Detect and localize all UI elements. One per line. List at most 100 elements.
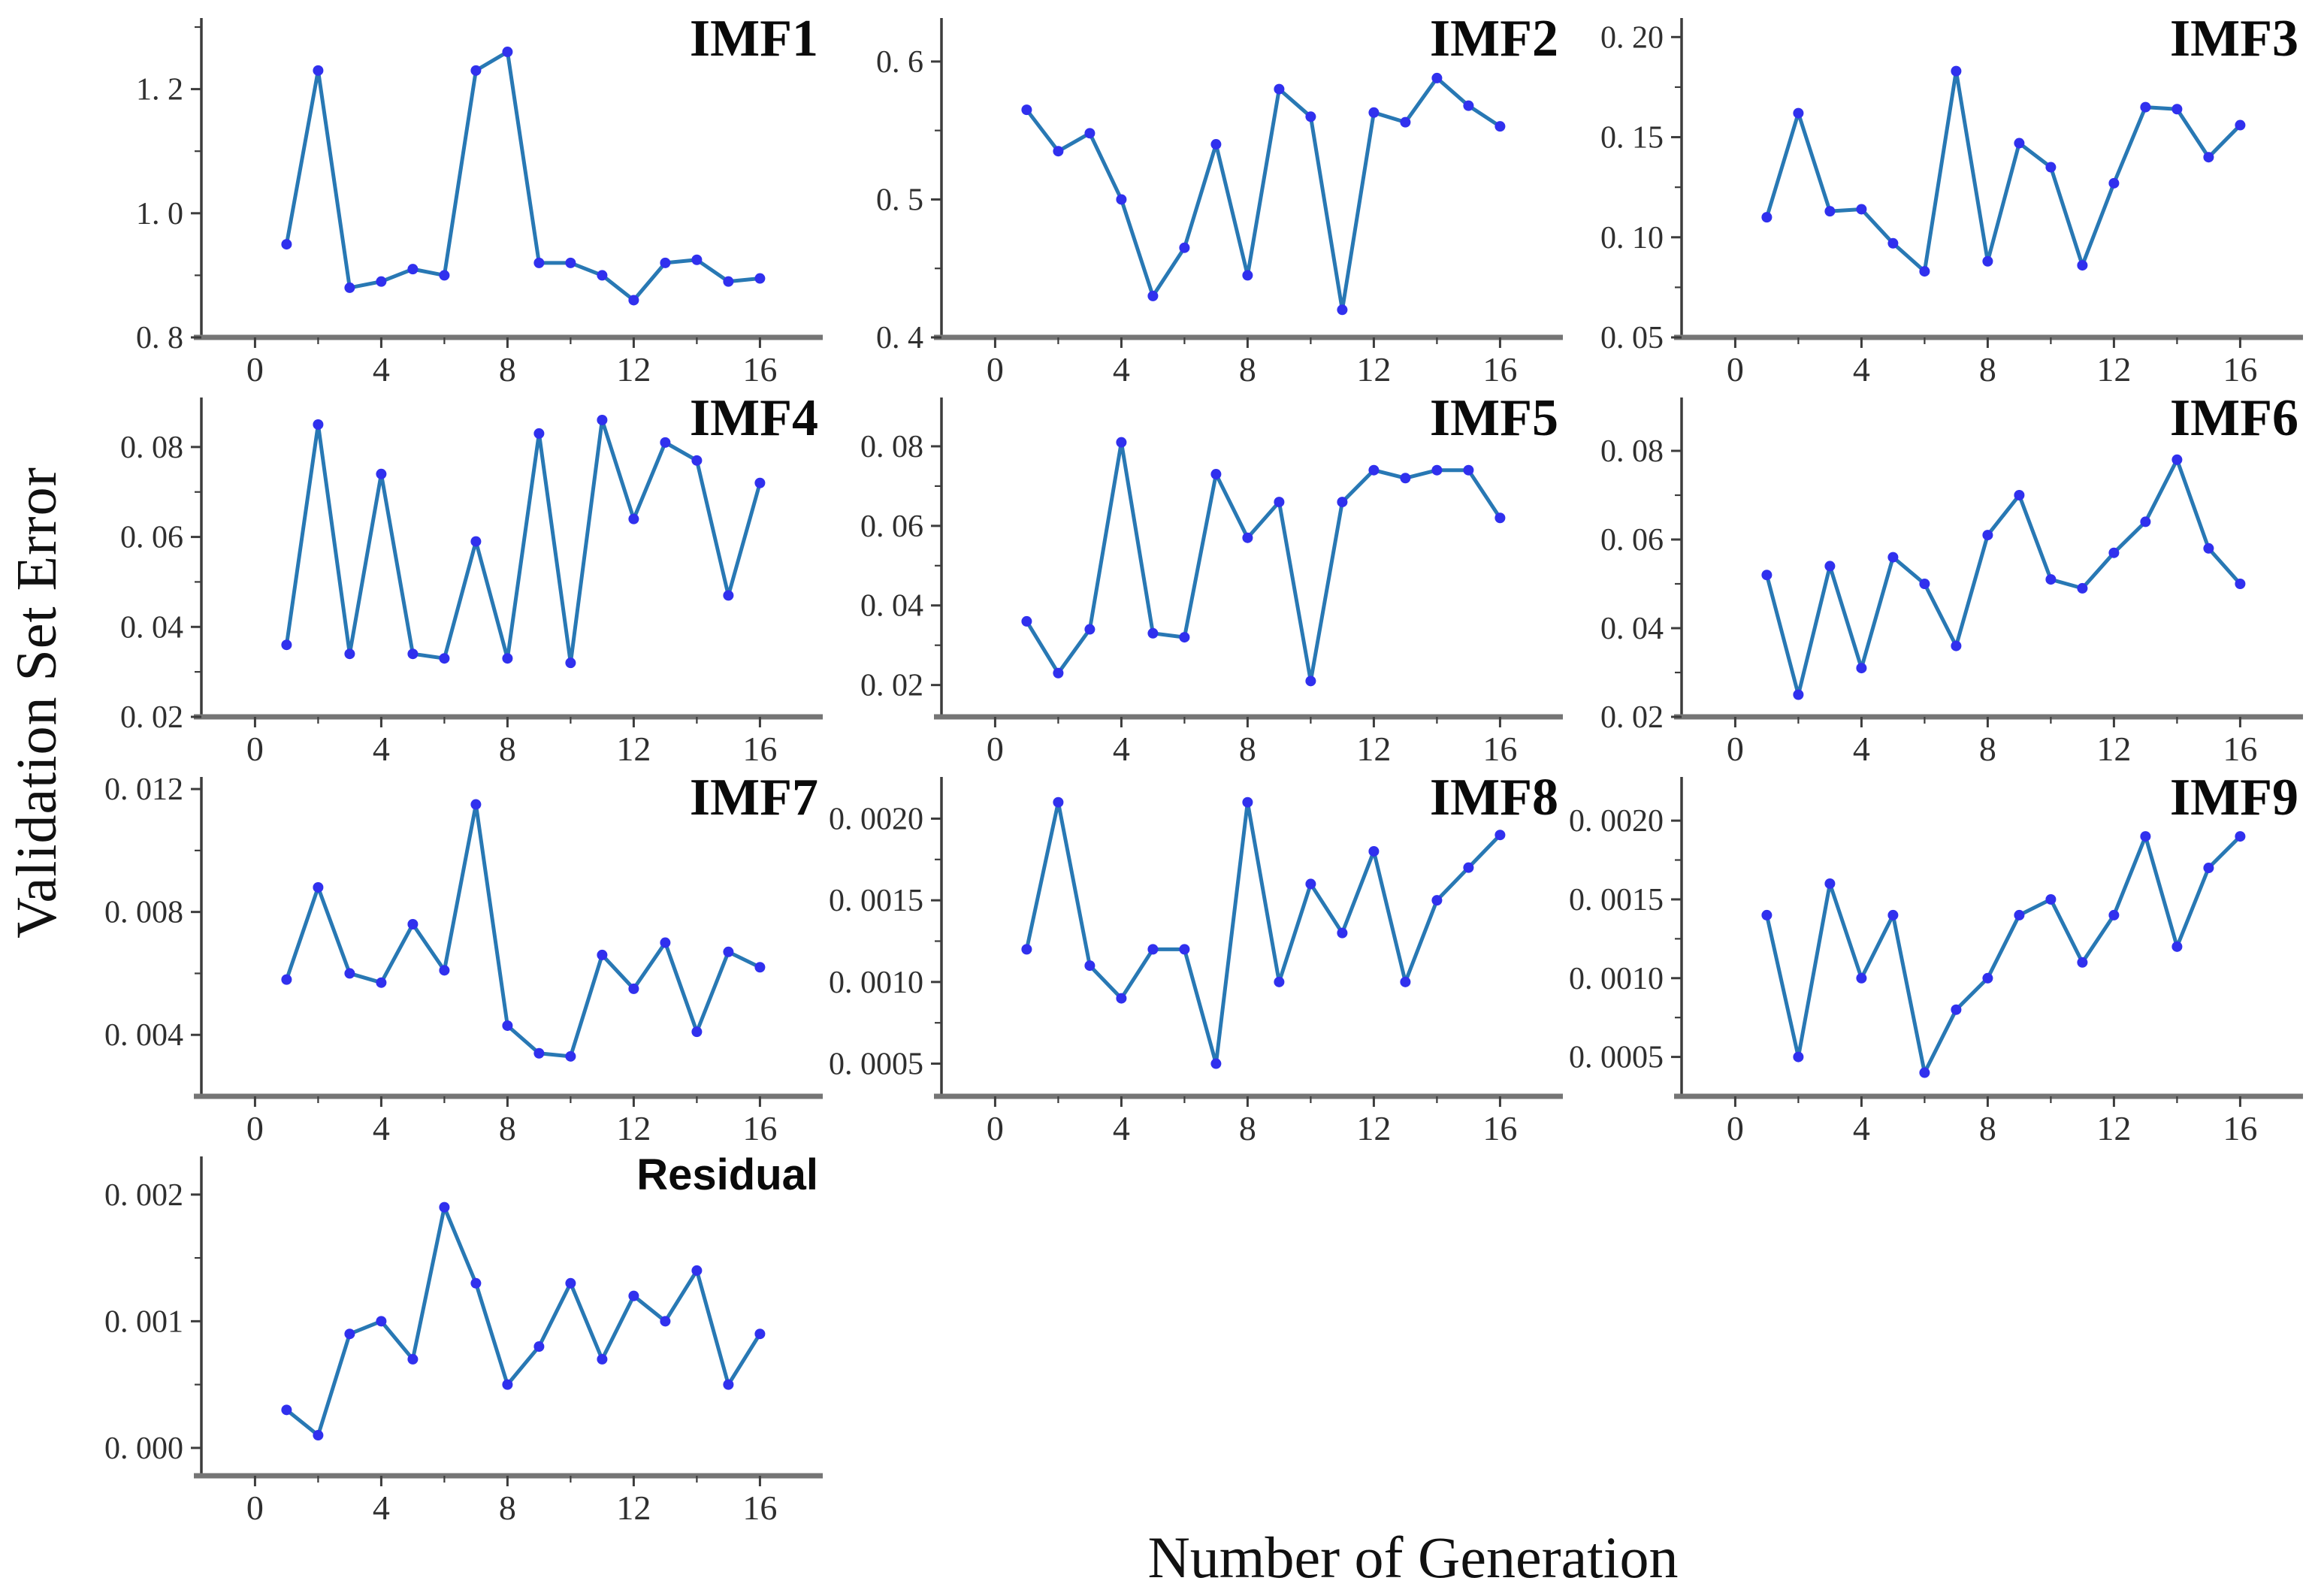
subplot-canvas-imf7: 0. 004 0. 008 0. 012 0 4 8 12 16 IMF7 [104,769,823,1147]
data-point [281,974,292,985]
subplot-imf1: 0. 8 1. 0 1. 2 0 4 8 12 16 IMF1 [89,8,829,388]
y-tick-label: 0. 001 [104,1304,183,1339]
y-tick-label: 0. 0015 [829,884,923,918]
subplot-canvas-imf4: 0. 02 0. 04 0. 06 0. 08 0 4 8 12 16 IMF4 [120,389,823,768]
data-point [1116,993,1127,1004]
x-tick-label: 8 [499,1489,516,1525]
data-point [2045,162,2057,173]
data-point [565,1050,576,1062]
data-point [1887,237,1899,249]
data-point [502,47,513,58]
data-point [502,1020,513,1031]
data-point [1951,1004,1962,1015]
x-tick-label: 12 [1356,730,1391,766]
data-point [1242,796,1253,808]
data-point [344,968,355,979]
y-tick-label: 0. 0015 [1569,883,1664,917]
y-tick-label: 0. 0020 [1569,804,1664,839]
data-point [1919,266,1930,277]
data-point [723,946,734,957]
y-tick-label: 0. 06 [1600,523,1664,558]
data-point [565,257,576,268]
subplot-canvas-imf9: 0. 0005 0. 0010 0. 0015 0. 0020 0 4 8 12 16 IMF9 [1569,769,2303,1147]
data-point [1147,290,1159,301]
data-point [2014,138,2025,149]
data-point [1147,944,1159,955]
data-point [1431,895,1443,906]
x-tick-label: 16 [742,1109,777,1146]
data-point [1761,570,1773,581]
subplot-title: IMF7 [690,769,818,827]
data-point [1242,532,1253,543]
subplot-imf5: 0. 02 0. 04 0. 06 0. 08 0 4 8 12 16 IMF5 [829,387,1569,768]
x-tick-label: 16 [1482,1109,1517,1146]
x-tick-label: 4 [1113,1109,1130,1146]
y-tick-label: 0. 04 [1600,612,1664,646]
subplot-imf4: 0. 02 0. 04 0. 06 0. 08 0 4 8 12 16 IMF4 [89,387,829,768]
x-tick-label: 12 [2096,350,2131,387]
data-point [439,270,450,281]
y-tick-label: 0. 04 [860,589,923,624]
data-point [281,1404,292,1416]
data-point [2203,152,2214,163]
data-point [470,1277,482,1289]
data-point [1242,270,1253,281]
x-tick-label: 4 [373,350,390,387]
x-tick-label: 16 [742,1489,777,1525]
data-point [1305,676,1316,687]
data-point [660,937,671,948]
x-tick-label: 0 [987,1109,1004,1146]
data-point [691,254,703,265]
x-tick-label: 0 [987,730,1004,766]
data-point [754,962,766,973]
data-point [502,653,513,664]
data-point [1463,862,1474,873]
data-point [313,419,324,430]
subplot-imf3: 0. 05 0. 10 0. 15 0. 20 0 4 8 12 16 IMF3 [1569,8,2309,388]
data-point [1494,121,1506,132]
data-point [1951,640,1962,651]
subplot-imf8: 0. 0005 0. 0010 0. 0015 0. 0020 0 4 8 12 16 IMF8 [829,766,1569,1147]
data-point [376,468,387,479]
subplot-title: Residual [636,1150,818,1199]
data-point [1053,667,1064,679]
subplot-title: IMF1 [690,10,818,68]
data-point [1210,469,1222,480]
data-point [1274,497,1285,508]
data-line [1764,834,2242,1075]
data-point [1179,632,1190,643]
data-point [439,653,450,664]
data-point [1210,1058,1222,1069]
subplot-canvas-imf1: 0. 8 1. 0 1. 2 0 4 8 12 16 IMF1 [136,10,823,388]
data-point [407,919,419,930]
x-tick-label: 0 [246,730,264,766]
data-point [1179,242,1190,253]
data-point [1494,830,1506,841]
y-tick-label: 0. 0010 [829,966,923,1000]
data-point [1431,72,1443,83]
x-tick-label: 0 [1727,1109,1744,1146]
subplot-canvas-imf8: 0. 0005 0. 0010 0. 0015 0. 0020 0 4 8 12 16 IMF8 [829,769,1563,1147]
data-point [1982,972,1993,984]
x-axis-label: Number of Generation [1147,1525,1679,1590]
x-tick-label: 4 [1113,730,1130,766]
data-point [502,1379,513,1390]
x-tick-label: 4 [1853,1109,1870,1146]
data-line [284,50,762,302]
data-point [565,1277,576,1289]
y-axis-label: Validation Set Error [5,466,68,939]
y-tick-label: 0. 04 [120,610,183,645]
x-tick-label: 12 [2096,1109,2131,1146]
x-tick-label: 16 [1482,350,1517,387]
data-point [1368,107,1380,118]
data-line [284,803,762,1059]
data-point [2014,490,2025,500]
x-tick-label: 16 [742,350,777,387]
subplot-canvas-imf6: 0. 02 0. 04 0. 06 0. 08 0 4 8 12 16 IMF6 [1600,389,2303,768]
data-point [1084,624,1096,635]
y-tick-label: 0. 8 [136,321,183,355]
y-tick-label: 0. 08 [1600,434,1664,469]
data-point [1274,83,1285,95]
data-point [1400,116,1411,128]
y-tick-label: 0. 5 [876,183,923,217]
